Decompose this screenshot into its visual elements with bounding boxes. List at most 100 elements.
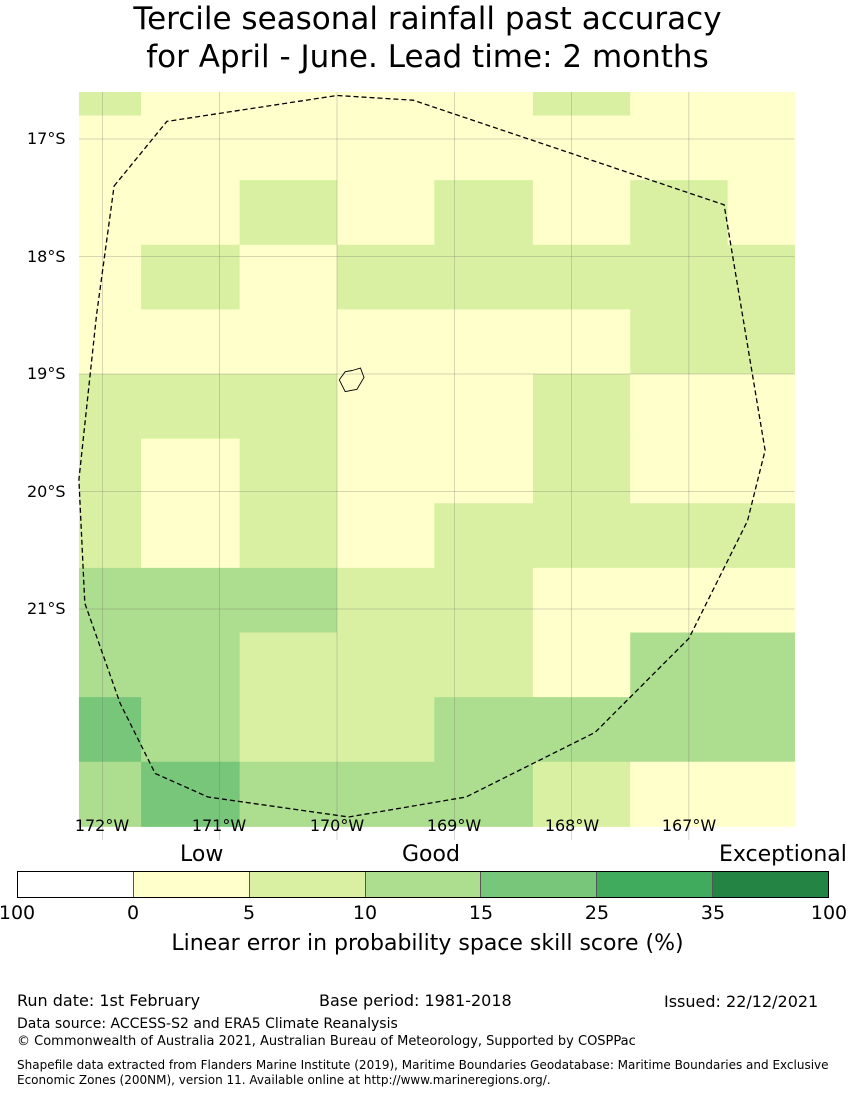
grid-cell: [532, 697, 631, 763]
colorbar: [17, 871, 829, 898]
colorbar-segment: [365, 872, 482, 897]
grid-cell: [239, 632, 338, 698]
data-source: Data source: ACCESS-S2 and ERA5 Climate …: [17, 1016, 398, 1032]
grid-cell: [337, 115, 435, 181]
grid-cell: [239, 92, 338, 116]
grid-cell: [630, 567, 729, 633]
grid-cell: [630, 115, 729, 181]
grid-cell: [532, 115, 631, 181]
grid-cell: [78, 374, 142, 440]
run-date: Run date: 1st February: [17, 991, 201, 1010]
lon-label-169: 169°W: [426, 816, 482, 835]
grid-cell: [434, 761, 534, 827]
skill-map: [78, 92, 795, 840]
grid-cell: [434, 92, 534, 116]
grid-cell: [630, 503, 729, 569]
colorbar-tick: 10: [352, 902, 378, 924]
colorbar-tick: 35: [700, 902, 726, 924]
grid-cell: [78, 567, 142, 633]
grid-cell: [532, 503, 631, 569]
grid-cell: [727, 503, 795, 569]
grid-cell: [239, 309, 338, 375]
grid-cell: [727, 92, 795, 116]
grid-cell: [78, 244, 142, 310]
grid-cell: [239, 438, 338, 504]
grid-cell: [532, 180, 631, 246]
grid-cell: [532, 567, 631, 633]
copyright: © Commonwealth of Australia 2021, Austra…: [17, 1034, 636, 1049]
grid-cell: [141, 244, 241, 310]
grid-cell: [141, 503, 241, 569]
grid-cell: [434, 697, 534, 763]
category-low: Low: [180, 842, 224, 867]
grid-cell: [532, 309, 631, 375]
lon-label-171: 171°W: [191, 816, 247, 835]
lat-label-19: 19°S: [27, 364, 66, 383]
lon-label-168: 168°W: [544, 816, 600, 835]
grid-cell: [727, 567, 795, 633]
grid-cell: [630, 180, 729, 246]
grid-cell: [337, 92, 435, 116]
colorbar-tick: 100: [810, 902, 848, 924]
grid-cell: [727, 697, 795, 763]
grid-cell: [239, 180, 338, 246]
grid-cell: [434, 632, 534, 698]
colorbar-tick: 0: [126, 902, 140, 924]
grid-cell: [532, 92, 631, 116]
colorbar-tick: 15: [468, 902, 494, 924]
colorbar-segment: [249, 872, 366, 897]
grid-cell: [727, 632, 795, 698]
grid-cell: [727, 374, 795, 440]
grid-cell: [141, 309, 241, 375]
grid-cell: [727, 244, 795, 310]
base-period: Base period: 1981-2018: [319, 991, 512, 1010]
title-line-2: for April - June. Lead time: 2 months: [146, 39, 709, 75]
shapefile-credit: Shapefile data extracted from Flanders M…: [17, 1058, 829, 1087]
grid-cell: [727, 309, 795, 375]
grid-cell: [434, 374, 534, 440]
category-good: Good: [402, 842, 460, 867]
grid-cell: [141, 697, 241, 763]
grid-cell: [337, 632, 435, 698]
category-exceptional: Exceptional: [719, 842, 847, 867]
eez-boundary: [78, 94, 766, 818]
grid-cell: [727, 115, 795, 181]
grid-cell: [434, 309, 534, 375]
grid-cell: [239, 115, 338, 181]
grid-cell: [532, 374, 631, 440]
grid-cell: [532, 244, 631, 310]
grid-cell: [630, 92, 729, 116]
grid-cell: [141, 632, 241, 698]
colorbar-segment: [597, 872, 714, 897]
lon-label-167: 167°W: [661, 816, 717, 835]
grid-cell: [337, 503, 435, 569]
grid-cell: [78, 632, 142, 698]
lon-label-170: 170°W: [309, 816, 365, 835]
grid-cell: [337, 244, 435, 310]
grid-cell: [434, 438, 534, 504]
grid-cell: [630, 309, 729, 375]
grid-cell: [141, 374, 241, 440]
island-outline: [338, 367, 365, 393]
grid-cell: [141, 761, 241, 827]
grid-cell: [141, 115, 241, 181]
grid-cell: [239, 244, 338, 310]
colorbar-segment: [18, 872, 134, 897]
grid-cell: [337, 697, 435, 763]
grid-cell: [532, 761, 631, 827]
grid-cell: [141, 438, 241, 504]
grid-cell: [239, 761, 338, 827]
grid-cell: [337, 180, 435, 246]
grid-cell: [727, 180, 795, 246]
colorbar-tick: 5: [242, 902, 256, 924]
lat-label-17: 17°S: [27, 129, 66, 148]
grid-cell: [337, 374, 435, 440]
lat-label-20: 20°S: [27, 482, 66, 501]
grid-cell: [630, 244, 729, 310]
grid-cell: [434, 567, 534, 633]
colorbar-tick: 25: [584, 902, 610, 924]
grid-cell: [630, 632, 729, 698]
grid-cell: [78, 180, 142, 246]
grid-cell: [78, 761, 142, 827]
grid-cell: [727, 438, 795, 504]
